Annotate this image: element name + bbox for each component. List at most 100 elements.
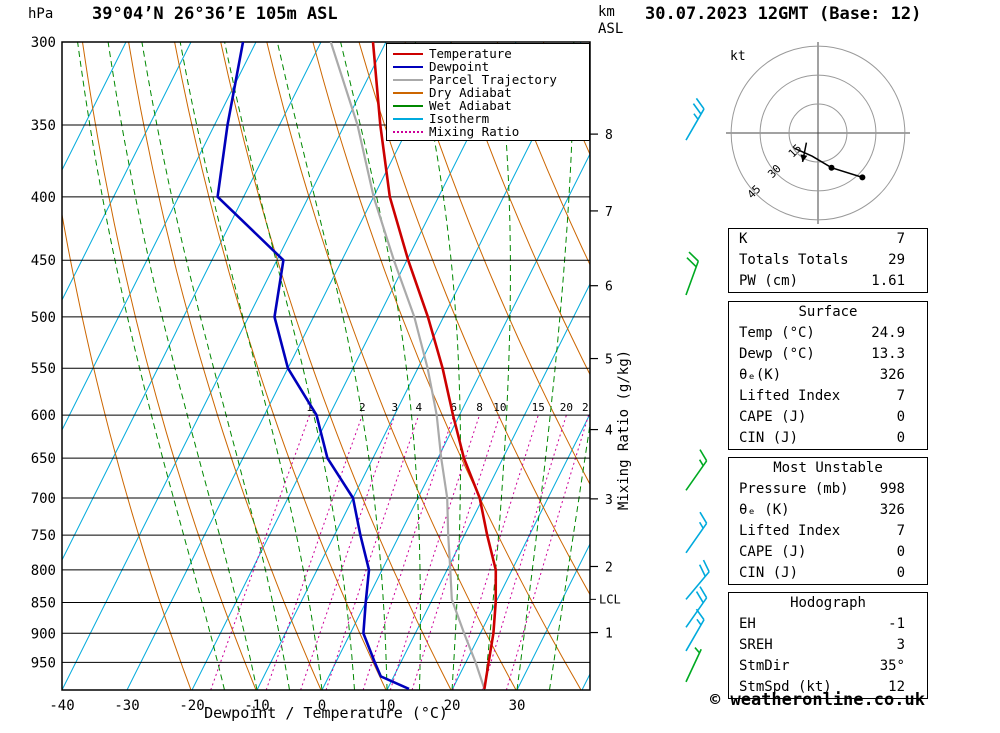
isotherm-line-swatch [393,117,423,120]
hodograph-panel: Hodograph EH -1 SREH 3 StmDir 35° StmSpd (k… [728,592,928,699]
legend-item-mixing-ratio: Mixing Ratio [393,124,585,139]
dewpoint-line-swatch [393,65,423,68]
svg-text:LCL: LCL [599,592,621,606]
legend-item-isotherm: Isotherm [393,111,585,126]
svg-text:-20: -20 [179,698,204,714]
svg-text:0: 0 [318,698,326,714]
svg-text:5: 5 [605,353,613,368]
surface-panel-header: Surface [798,304,858,320]
svg-text:600: 600 [31,408,56,424]
svg-text:1: 1 [605,627,613,642]
svg-text:1: 1 [306,401,313,414]
svg-text:450: 450 [31,253,56,269]
skewt-chart: 1 2 3 4 6 8 10 15 20 2530035040045050055060065070… [31,35,710,714]
svg-text:850: 850 [31,596,56,612]
copyright-link[interactable]: © weatheronline.co.uk [710,690,925,710]
stat-surface-lifted-index: Lifted Index 7 [739,388,905,404]
svg-text:3: 3 [605,493,613,508]
legend-label: Parcel Trajectory [429,72,557,87]
svg-text:700: 700 [31,491,56,507]
legend-label: Isotherm [429,111,490,126]
stat-sreh: SREH 3 [739,637,905,653]
dry-adiabat-line-swatch [393,91,423,94]
stat-stmspd: StmSpd (kt) 12 [739,679,905,695]
svg-text:15: 15 [532,401,545,414]
stat-mu-lifted-index: Lifted Index 7 [739,523,905,539]
km-axis-label-line1: km [598,4,615,20]
svg-text:400: 400 [31,190,56,206]
svg-text:3: 3 [391,401,398,414]
stat-eh: EH -1 [739,616,905,632]
legend-label: Temperature [429,46,512,61]
svg-text:-40: -40 [49,698,74,714]
svg-text:900: 900 [31,626,56,642]
legend-item-wet-adiabat: Wet Adiabat [393,98,585,113]
hodograph-panel-header: Hodograph [790,595,866,611]
stat-surface-theta-e: θₑ(K) 326 [739,367,905,383]
wet-adiabat-line-swatch [393,104,423,107]
svg-text:10: 10 [379,698,396,714]
km-axis-label-line2: ASL [598,21,624,37]
station-title: 39°04’N 26°36’E 105m ASL [92,4,338,24]
svg-text:-30: -30 [114,698,139,714]
legend-item-parcel-trajectory: Parcel Trajectory [393,72,585,87]
svg-text:10: 10 [493,401,506,414]
legend-item-dewpoint: Dewpoint [393,59,585,74]
legend-item-temperature: Temperature [393,46,585,61]
stat-totals-totals: Totals Totals 29 [739,252,905,268]
svg-text:950: 950 [31,655,56,671]
svg-text:kt: kt [730,49,746,64]
legend-label: Dewpoint [429,59,490,74]
svg-text:4: 4 [605,424,613,439]
legend-label: Dry Adiabat [429,85,512,100]
svg-text:2: 2 [605,560,613,575]
stat-stmdir: StmDir 35° [739,658,905,674]
pressure-axis-unit: hPa [28,6,54,22]
svg-text:Mixing Ratio (g/kg): Mixing Ratio (g/kg) [616,350,632,510]
svg-text:20: 20 [560,401,573,414]
datetime-title: 30.07.2023 12GMT (Base: 12) [645,4,922,24]
svg-text:8: 8 [476,401,483,414]
svg-text:7: 7 [605,205,613,220]
svg-text:25: 25 [582,401,595,414]
svg-text:8: 8 [605,128,613,143]
chart-legend: Temperature Dewpoint Parcel Trajectory D… [386,43,590,141]
svg-text:4: 4 [415,401,422,414]
svg-text:6: 6 [605,280,613,295]
svg-text:650: 650 [31,451,56,467]
most-unstable-panel-header: Most Unstable [773,460,883,476]
stat-mu-cape: CAPE (J) 0 [739,544,905,560]
most-unstable-panel: Most Unstable Pressure (mb) 998 θₑ (K) 326… [728,457,928,585]
svg-text:30: 30 [509,698,526,714]
svg-text:800: 800 [31,563,56,579]
svg-text:2: 2 [359,401,366,414]
stat-surface-cin: CIN (J) 0 [739,430,905,446]
svg-text:500: 500 [31,310,56,326]
temperature-axis-label: Dewpoint / Temperature (°C) [204,704,448,722]
svg-text:750: 750 [31,528,56,544]
stat-mu-pressure: Pressure (mb) 998 [739,481,905,497]
stat-pw: PW (cm) 1.61 [739,273,905,289]
surface-panel: Surface Temp (°C) 24.9 Dewp (°C) 13.3 θₑ(K… [728,301,928,450]
stat-mu-theta-e: θₑ (K) 326 [739,502,905,518]
stat-mu-cin: CIN (J) 0 [739,565,905,581]
temperature-line-swatch [393,52,423,55]
stat-surface-temp: Temp (°C) 24.9 [739,325,905,341]
svg-text:-10: -10 [244,698,269,714]
svg-text:6: 6 [450,401,457,414]
stat-surface-cape: CAPE (J) 0 [739,409,905,425]
svg-text:550: 550 [31,361,56,377]
svg-text:20: 20 [444,698,461,714]
legend-label: Wet Adiabat [429,98,512,113]
legend-label: Mixing Ratio [429,124,520,139]
svg-text:350: 350 [31,118,56,134]
mixing-ratio-line-swatch [393,130,423,133]
svg-text:300: 300 [31,35,56,51]
legend-item-dry-adiabat: Dry Adiabat [393,85,585,100]
km-axis-label: km ASL [598,4,623,38]
stat-surface-dewp: Dewp (°C) 13.3 [739,346,905,362]
